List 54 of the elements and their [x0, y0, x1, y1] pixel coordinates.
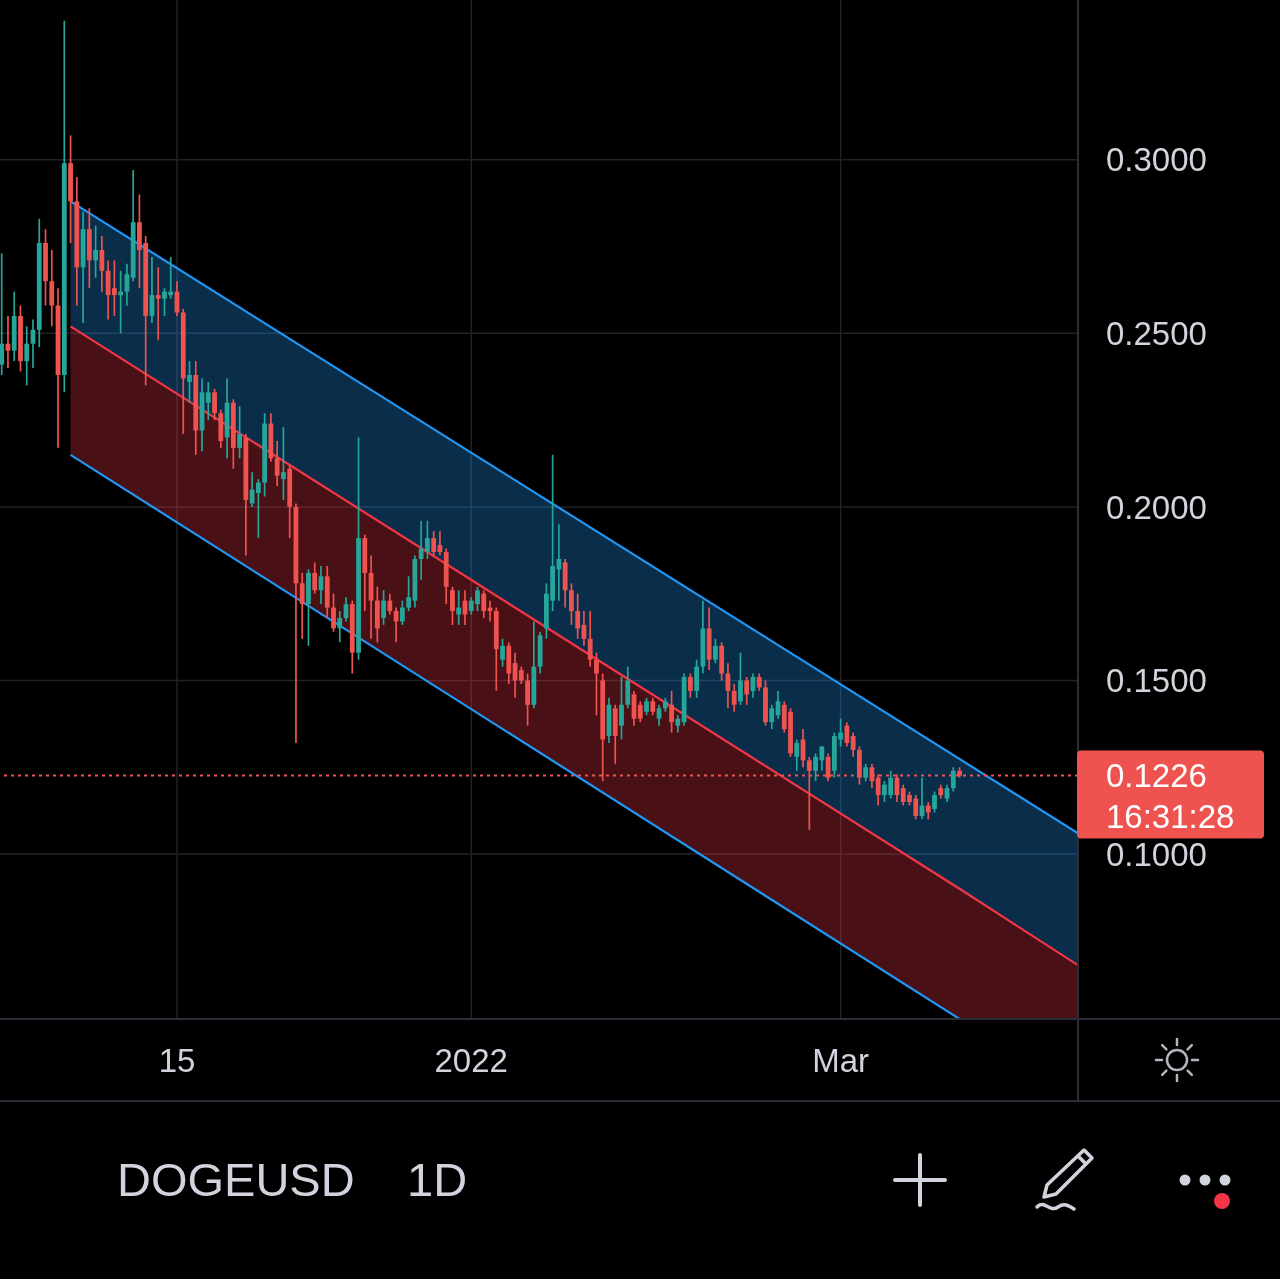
x-tick-label: Mar	[812, 1042, 870, 1080]
candlestick	[0, 252, 5, 376]
candlestick	[587, 610, 593, 668]
candlestick	[399, 599, 405, 626]
candlestick	[205, 381, 211, 421]
candlestick	[450, 585, 455, 626]
candlestick	[575, 592, 581, 640]
candlestick	[594, 651, 599, 717]
candlestick	[713, 637, 718, 664]
candlestick	[738, 651, 743, 706]
candlestick	[481, 589, 487, 619]
candlestick	[850, 731, 856, 758]
candlestick	[281, 426, 286, 501]
candlestick	[769, 703, 775, 730]
candlestick	[24, 325, 30, 387]
candlestick	[456, 589, 462, 626]
candlestick	[669, 690, 674, 734]
candlestick	[950, 766, 956, 793]
candlestick	[637, 700, 643, 723]
x-tick-label: 2022	[434, 1042, 508, 1080]
candlestick	[744, 676, 750, 706]
candlestick	[337, 610, 343, 644]
candlestick	[431, 530, 437, 557]
candlestick	[619, 676, 624, 741]
candlestick	[155, 266, 161, 342]
y-tick-label: 0.3000	[1106, 141, 1207, 179]
candlestick	[393, 606, 399, 644]
y-tick-label: 0.2500	[1106, 315, 1207, 353]
x-tick-label: 15	[158, 1042, 196, 1080]
candlestick	[500, 637, 505, 668]
candlestick	[731, 683, 737, 713]
text: DOGEUSD	[117, 1152, 355, 1208]
candlestick	[274, 440, 280, 487]
candlestick	[93, 224, 98, 279]
y-tick-label: 0.1500	[1106, 662, 1207, 700]
text: 16:31:28	[1106, 798, 1235, 836]
candlestick	[794, 738, 800, 772]
candlestick	[299, 572, 305, 640]
candlestick	[932, 790, 937, 814]
candlestick	[387, 592, 393, 616]
candlestick	[187, 360, 192, 404]
candlestick	[569, 582, 574, 626]
text: 1D	[407, 1152, 468, 1208]
candlestick	[381, 589, 386, 626]
candlestick	[844, 721, 850, 748]
candlestick	[99, 235, 105, 293]
y-tick-label: 0.2000	[1106, 488, 1207, 526]
candlestick	[331, 592, 336, 633]
candlestick	[312, 561, 318, 595]
candlestick	[212, 388, 217, 421]
candlestick	[237, 405, 242, 460]
ref-line-label: 0.1226	[1106, 757, 1207, 795]
y-tick-label: 0.1000	[1106, 835, 1207, 873]
candlestick	[687, 672, 693, 699]
